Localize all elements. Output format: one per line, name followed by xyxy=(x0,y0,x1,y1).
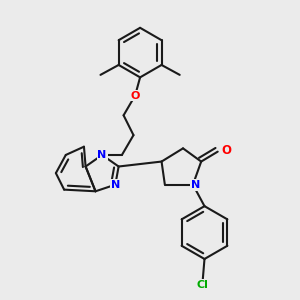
Text: N: N xyxy=(98,150,107,160)
Text: O: O xyxy=(130,91,140,100)
Text: N: N xyxy=(191,180,200,190)
Text: Cl: Cl xyxy=(197,280,209,290)
Text: O: O xyxy=(221,143,231,157)
Text: N: N xyxy=(111,180,120,190)
